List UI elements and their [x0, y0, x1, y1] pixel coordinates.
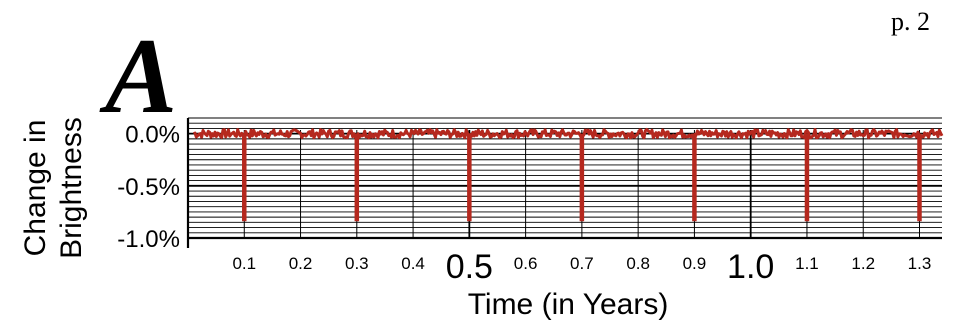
x-tick-label: 0.1 — [232, 254, 256, 273]
y-axis-title: Change in Brightness — [19, 117, 88, 259]
x-tick-label: 0.3 — [345, 254, 369, 273]
y-tick-label: 0.0% — [125, 122, 180, 149]
brightness-series-line — [193, 128, 944, 140]
x-tick-label: 0.8 — [626, 254, 650, 273]
x-tick-label: 0.7 — [570, 254, 594, 273]
grid-lines — [188, 117, 942, 239]
y-tick-label: -1.0% — [117, 226, 180, 253]
y-axis-title-line-1: Change in — [19, 120, 52, 257]
x-tick-label: 0.9 — [683, 254, 707, 273]
x-tick-label: 1.3 — [908, 254, 932, 273]
x-tick-label: 0.4 — [401, 254, 425, 273]
x-tick-label: 0.6 — [514, 254, 538, 273]
plot-area: 0.0% -0.5% -1.0% 0.1 0.2 0.3 0.4 0.5 0.6 0.7 0.8 0.… — [117, 117, 944, 286]
x-tick-label: 0.5 — [446, 248, 493, 286]
x-tick-label: 0.2 — [289, 254, 313, 273]
x-tick-label: 1.0 — [727, 248, 774, 286]
y-tick-label: -0.5% — [117, 174, 180, 201]
x-tick-label: 1.1 — [795, 254, 819, 273]
page-number: p. 2 — [891, 7, 930, 36]
x-tick-label: 1.2 — [851, 254, 875, 273]
x-axis-title: Time (in Years) — [468, 288, 669, 321]
panel-label: A — [99, 17, 177, 136]
y-axis-title-line-2: Brightness — [55, 117, 88, 259]
